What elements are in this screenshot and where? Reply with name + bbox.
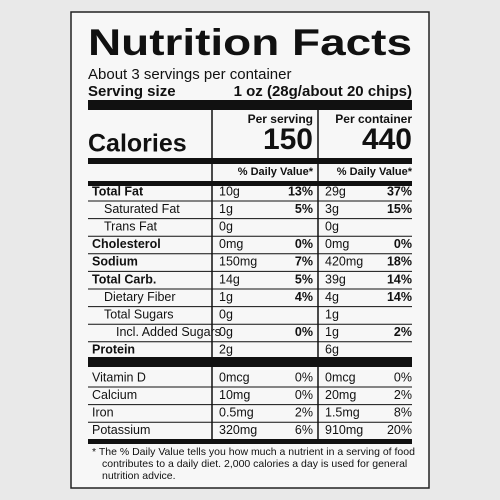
dv-heading: % Daily Value* <box>238 166 314 178</box>
thick-bar <box>88 439 412 444</box>
daily-value: 0% <box>295 237 313 251</box>
thick-bar <box>88 158 412 164</box>
dv-heading: % Daily Value* <box>337 166 413 178</box>
daily-value: 5% <box>295 202 313 216</box>
amount: 320mg <box>219 423 257 437</box>
footnote: nutrition advice. <box>102 470 176 482</box>
amount: 3g <box>325 202 339 216</box>
footnote: * The % Daily Value tells you how much a… <box>92 446 415 458</box>
daily-value: 20% <box>387 423 412 437</box>
amount: 0.5mg <box>219 405 254 419</box>
amount: 910mg <box>325 423 363 437</box>
nutrient-name: Total Sugars <box>104 307 173 321</box>
amount: 4g <box>325 290 339 304</box>
nutrient-name: Iron <box>92 405 114 419</box>
calories-label: Calories <box>88 130 187 158</box>
amount: 0mg <box>219 237 243 251</box>
amount: 2g <box>219 343 233 357</box>
amount: 0g <box>219 325 233 339</box>
daily-value: 0% <box>295 370 313 384</box>
amount: 1g <box>219 202 233 216</box>
label-box <box>70 11 430 489</box>
daily-value: 4% <box>295 290 313 304</box>
amount: 0g <box>219 307 233 321</box>
amount: 1g <box>325 307 339 321</box>
amount: 0mcg <box>219 370 250 384</box>
footnote: contributes to a daily diet. 2,000 calor… <box>102 458 407 470</box>
title: Nutrition Facts <box>88 22 412 63</box>
nutrient-name: Trans Fat <box>104 219 158 233</box>
daily-value: 0% <box>394 237 412 251</box>
daily-value: 13% <box>288 184 313 198</box>
servings: About 3 servings per container <box>88 66 291 83</box>
nutrient-name: Total Fat <box>92 184 144 198</box>
thick-bar <box>88 181 412 186</box>
nutrient-name: Total Carb. <box>92 272 156 286</box>
amount: 420mg <box>325 255 363 269</box>
amount: 10g <box>219 184 240 198</box>
daily-value: 37% <box>387 184 412 198</box>
amount: 20mg <box>325 388 356 402</box>
column-heading: Per serving <box>248 112 313 126</box>
daily-value: 14% <box>387 290 412 304</box>
amount: 0g <box>325 219 339 233</box>
daily-value: 0% <box>295 388 313 402</box>
amount: 0g <box>219 219 233 233</box>
thick-bar <box>88 357 412 367</box>
nutrient-name: Calcium <box>92 388 137 402</box>
amount: 29g <box>325 184 346 198</box>
amount: 1.5mg <box>325 405 360 419</box>
daily-value: 18% <box>387 255 412 269</box>
column-heading: Per container <box>335 112 412 126</box>
nutrient-name: Saturated Fat <box>104 202 180 216</box>
amount: 150mg <box>219 255 257 269</box>
daily-value: 2% <box>295 405 313 419</box>
serving-size-value: 1 oz (28g/about 20 chips) <box>234 83 412 100</box>
nutrient-name: Protein <box>92 343 135 357</box>
daily-value: 6% <box>295 423 313 437</box>
nutrient-name: Cholesterol <box>92 237 161 251</box>
calories-value: 440 <box>362 123 412 156</box>
daily-value: 0% <box>295 325 313 339</box>
amount: 6g <box>325 343 339 357</box>
amount: 1g <box>219 290 233 304</box>
nutrient-name: Potassium <box>92 423 150 437</box>
amount: 0mg <box>325 237 349 251</box>
daily-value: 5% <box>295 272 313 286</box>
amount: 14g <box>219 272 240 286</box>
daily-value: 14% <box>387 272 412 286</box>
daily-value: 2% <box>394 325 412 339</box>
daily-value: 2% <box>394 388 412 402</box>
daily-value: 0% <box>394 370 412 384</box>
calories-value: 150 <box>263 123 313 156</box>
daily-value: 8% <box>394 405 412 419</box>
serving-size-label: Serving size <box>88 83 176 100</box>
daily-value: 15% <box>387 202 412 216</box>
nutrient-name: Dietary Fiber <box>104 290 176 304</box>
thick-bar <box>88 100 412 110</box>
amount: 10mg <box>219 388 250 402</box>
amount: 0mcg <box>325 370 356 384</box>
nutrient-name: Incl. Added Sugars <box>116 325 221 339</box>
amount: 1g <box>325 325 339 339</box>
amount: 39g <box>325 272 346 286</box>
nutrient-name: Vitamin D <box>92 370 146 384</box>
daily-value: 7% <box>295 255 313 269</box>
nutrient-name: Sodium <box>92 255 138 269</box>
